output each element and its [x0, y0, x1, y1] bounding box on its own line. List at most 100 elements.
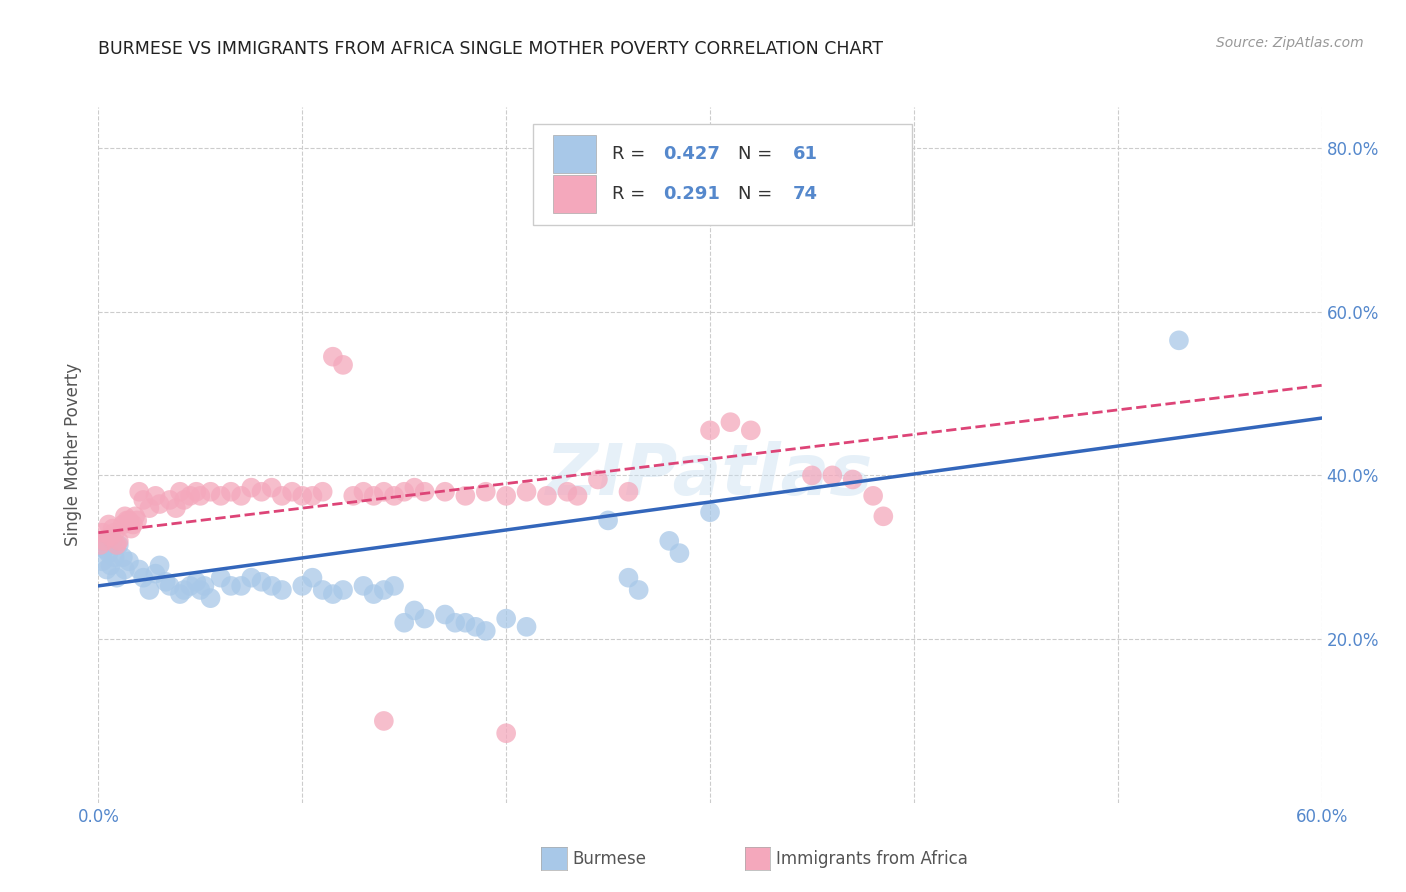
Point [260, 579, 283, 593]
Point [841, 473, 863, 487]
Point [89, 533, 111, 548]
Point [132, 571, 155, 585]
Point [104, 525, 127, 540]
Point [617, 571, 640, 585]
Point [111, 550, 134, 565]
Point [219, 579, 242, 593]
Point [342, 489, 364, 503]
Point [165, 501, 187, 516]
Text: N =: N = [738, 145, 778, 163]
Point [382, 579, 405, 593]
Point [132, 492, 155, 507]
Point [454, 489, 477, 503]
FancyBboxPatch shape [554, 136, 596, 173]
Point [159, 492, 181, 507]
Point [240, 481, 263, 495]
Point [127, 513, 149, 527]
Point [464, 620, 486, 634]
Point [149, 497, 172, 511]
Point [270, 489, 294, 503]
Point [219, 484, 242, 499]
Point [108, 533, 131, 548]
Point [100, 530, 122, 544]
Point [322, 587, 344, 601]
FancyBboxPatch shape [533, 124, 912, 226]
Point [260, 481, 283, 495]
Point [250, 484, 273, 499]
Point [495, 612, 517, 626]
Text: N =: N = [738, 185, 778, 203]
Point [434, 484, 457, 499]
Point [105, 538, 128, 552]
Point [617, 484, 640, 499]
Point [312, 582, 335, 597]
Point [209, 571, 232, 585]
Text: BURMESE VS IMMIGRANTS FROM AFRICA SINGLE MOTHER POVERTY CORRELATION CHART: BURMESE VS IMMIGRANTS FROM AFRICA SINGLE… [98, 40, 883, 58]
Point [332, 582, 354, 597]
Point [101, 533, 124, 548]
Point [188, 489, 212, 503]
Point [114, 562, 136, 576]
Point [91, 525, 114, 540]
Text: 0.427: 0.427 [664, 145, 720, 163]
Point [188, 582, 212, 597]
Point [658, 533, 681, 548]
Point [658, 198, 681, 212]
Point [495, 489, 517, 503]
Point [209, 489, 232, 503]
Point [97, 517, 120, 532]
Point [186, 574, 208, 589]
Point [200, 591, 222, 606]
Point [93, 533, 115, 548]
Point [145, 566, 167, 581]
Point [122, 517, 145, 532]
Point [118, 554, 141, 568]
Point [454, 615, 477, 630]
Point [413, 612, 436, 626]
Point [128, 484, 150, 499]
Point [173, 492, 195, 507]
Point [91, 554, 114, 568]
Point [97, 546, 120, 560]
Point [392, 484, 416, 499]
Text: R =: R = [612, 185, 651, 203]
Point [250, 574, 273, 589]
Text: Immigrants from Africa: Immigrants from Africa [776, 849, 967, 868]
Point [138, 501, 160, 516]
Point [108, 538, 131, 552]
Point [474, 484, 498, 499]
Point [332, 358, 354, 372]
Point [291, 489, 314, 503]
Point [516, 484, 538, 499]
Point [801, 468, 824, 483]
Y-axis label: Single Mother Poverty: Single Mother Poverty [65, 363, 83, 547]
Point [96, 562, 118, 576]
Point [322, 350, 344, 364]
Text: R =: R = [612, 145, 651, 163]
Text: 74: 74 [793, 185, 818, 203]
Point [516, 620, 538, 634]
Point [231, 579, 253, 593]
Point [105, 571, 128, 585]
Point [93, 542, 115, 557]
Point [270, 582, 294, 597]
Point [301, 489, 323, 503]
Point [872, 509, 894, 524]
Point [111, 517, 134, 532]
Point [200, 484, 222, 499]
Point [115, 513, 138, 527]
Point [474, 624, 498, 638]
Point [404, 481, 426, 495]
Point [291, 579, 314, 593]
Point [434, 607, 457, 622]
Point [862, 489, 884, 503]
Point [101, 522, 124, 536]
Point [536, 489, 558, 503]
Point [720, 415, 742, 429]
Point [100, 558, 122, 573]
Point [231, 489, 253, 503]
Point [104, 550, 127, 565]
Point [363, 489, 385, 503]
Point [149, 558, 172, 573]
Point [173, 582, 195, 597]
